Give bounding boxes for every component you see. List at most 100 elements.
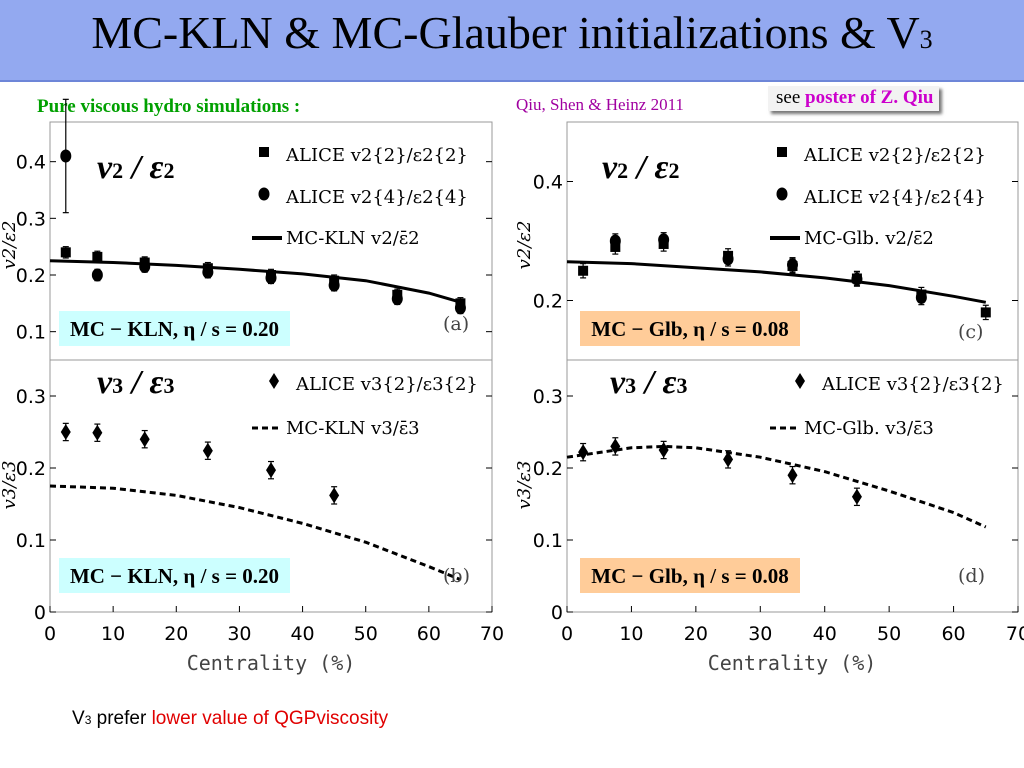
y-axis-label: v2/ε2 bbox=[0, 221, 20, 270]
y-tick-label: 0.2 bbox=[533, 458, 563, 480]
data-point bbox=[60, 424, 71, 440]
data-point bbox=[266, 462, 276, 479]
data-point bbox=[787, 467, 798, 484]
x-tick-label: 60 bbox=[417, 623, 441, 645]
y-axis-label: v3/ε3 bbox=[0, 461, 20, 510]
model-box-label: MC − KLN, η / s = 0.20 bbox=[70, 317, 279, 341]
data-point bbox=[658, 233, 670, 247]
x-tick-label: 0 bbox=[561, 623, 573, 645]
model-box-label: MC − KLN, η / s = 0.20 bbox=[70, 564, 279, 588]
bottom-note-highlight: lower value of QGPviscosity bbox=[151, 708, 389, 729]
y-tick-label: 0.3 bbox=[16, 386, 46, 408]
panel-label: (c) bbox=[958, 321, 983, 343]
legend-marker bbox=[776, 187, 788, 201]
data-point bbox=[723, 451, 734, 468]
legend-label: MC-KLN v2/ε̄2 bbox=[286, 228, 420, 249]
x-axis-label: Centrality (%) bbox=[708, 651, 877, 675]
data-point bbox=[328, 278, 340, 292]
data-point bbox=[139, 431, 150, 448]
legend-marker bbox=[777, 147, 787, 157]
legend-label: ALICE v2{4}/ε2{4} bbox=[285, 187, 468, 208]
model-box-label: MC − Glb, η / s = 0.08 bbox=[591, 317, 788, 341]
slide-title-subscript: 3 bbox=[919, 25, 933, 54]
bottom-note-lead: V3 bbox=[72, 708, 92, 729]
y-tick-label: 0 bbox=[551, 602, 563, 624]
x-tick-label: 20 bbox=[684, 623, 708, 645]
panel-b: 0 0.1 0.2 0.3 0 10 20 30 40 50 60 70 Centrality (%) v… bbox=[0, 359, 504, 675]
y-tick-label: 0.1 bbox=[16, 530, 46, 552]
overlay-label: v2 / ε2 bbox=[97, 149, 175, 186]
x-tick-label: 40 bbox=[813, 623, 837, 645]
series-line bbox=[566, 444, 987, 529]
y-tick-label: 0.4 bbox=[16, 152, 46, 174]
data-point bbox=[454, 301, 466, 315]
slide-title-main: MC-KLN & MC-Glauber initializations & V bbox=[91, 7, 920, 58]
data-point bbox=[329, 487, 340, 504]
model-box-label: MC − Glb, η / s = 0.08 bbox=[591, 564, 788, 588]
x-tick-label: 70 bbox=[480, 623, 504, 645]
series-line bbox=[49, 484, 461, 581]
legend-marker bbox=[269, 373, 279, 389]
model-box bbox=[580, 558, 800, 593]
y-axis-label: v3/ε3 bbox=[514, 461, 535, 510]
data-point bbox=[92, 424, 103, 441]
citation: Qiu, Shen & Heinz 2011 bbox=[516, 95, 684, 114]
y-tick-label: 0.1 bbox=[533, 530, 563, 552]
x-tick-label: 20 bbox=[164, 623, 188, 645]
panel-frame bbox=[566, 359, 1019, 613]
slide-title: MC-KLN & MC-Glauber initializations & V3 bbox=[0, 6, 1024, 59]
legend-marker bbox=[795, 373, 805, 389]
legend-label: MC-Glb. v3/ε̄3 bbox=[804, 418, 934, 439]
title-bar bbox=[0, 0, 1024, 82]
legend-marker bbox=[258, 187, 270, 201]
y-tick-label: 0.3 bbox=[16, 208, 46, 230]
data-point bbox=[609, 234, 621, 248]
x-tick-label: 70 bbox=[1006, 623, 1024, 645]
panel-d: 0 0.1 0.2 0.3 0 10 20 30 40 50 60 70 Centrality (%) v… bbox=[514, 359, 1024, 675]
panel-c: 0.2 0.4 v2/ε2 ALICE v2{2}/ε2{2} ALICE v2{4}/… bbox=[514, 121, 1019, 361]
data-point bbox=[722, 252, 734, 266]
panel-label: (d) bbox=[958, 565, 985, 587]
data-point bbox=[91, 268, 103, 282]
panel-a: 0.1 0.2 0.3 0.4 v2/ε2 ALICE v2{2}/ε2{2} ALICE … bbox=[0, 98, 493, 361]
x-tick-label: 60 bbox=[941, 623, 965, 645]
panel-label: (a) bbox=[443, 313, 469, 335]
x-tick-label: 10 bbox=[101, 623, 125, 645]
series-line bbox=[49, 259, 461, 304]
bottom-note: V3 prefer lower value of QGPviscosity bbox=[72, 708, 388, 730]
bottom-note-text: prefer bbox=[96, 708, 147, 729]
model-box bbox=[59, 558, 290, 593]
x-tick-label: 30 bbox=[748, 623, 772, 645]
data-point bbox=[265, 271, 277, 285]
y-tick-label: 0.2 bbox=[16, 458, 46, 480]
series-line bbox=[566, 260, 987, 304]
x-tick-label: 50 bbox=[877, 623, 901, 645]
data-point bbox=[578, 265, 589, 276]
y-tick-label: 0.2 bbox=[16, 265, 46, 287]
y-tick-label: 0.1 bbox=[16, 322, 46, 344]
data-point bbox=[391, 292, 403, 306]
y-tick-label: 0 bbox=[34, 602, 46, 624]
panel-label: (b) bbox=[443, 565, 470, 587]
data-point bbox=[202, 442, 213, 459]
legend-marker bbox=[259, 147, 269, 157]
model-box bbox=[580, 311, 800, 346]
data-point bbox=[851, 488, 862, 505]
legend-label: ALICE v2{2}/ε2{2} bbox=[285, 145, 468, 166]
overlay-label: v3 / ε3 bbox=[97, 364, 175, 401]
data-point bbox=[60, 247, 71, 258]
legend-label: MC-Glb. v2/ε̄2 bbox=[804, 228, 934, 249]
x-axis-label: Centrality (%) bbox=[187, 651, 356, 675]
data-point bbox=[60, 149, 72, 163]
data-point bbox=[658, 442, 669, 458]
data-point bbox=[915, 291, 927, 305]
simulation-subtitle: Pure viscous hydro simulations : bbox=[37, 96, 301, 117]
legend-label: ALICE v3{2}/ε3{2} bbox=[821, 374, 1004, 395]
model-box bbox=[59, 311, 290, 346]
poster-note: see poster of Z. Qiu bbox=[768, 86, 940, 111]
y-tick-label: 0.4 bbox=[533, 172, 563, 194]
legend-label: ALICE v2{4}/ε2{4} bbox=[803, 187, 986, 208]
data-point bbox=[980, 307, 991, 318]
x-tick-label: 10 bbox=[619, 623, 643, 645]
